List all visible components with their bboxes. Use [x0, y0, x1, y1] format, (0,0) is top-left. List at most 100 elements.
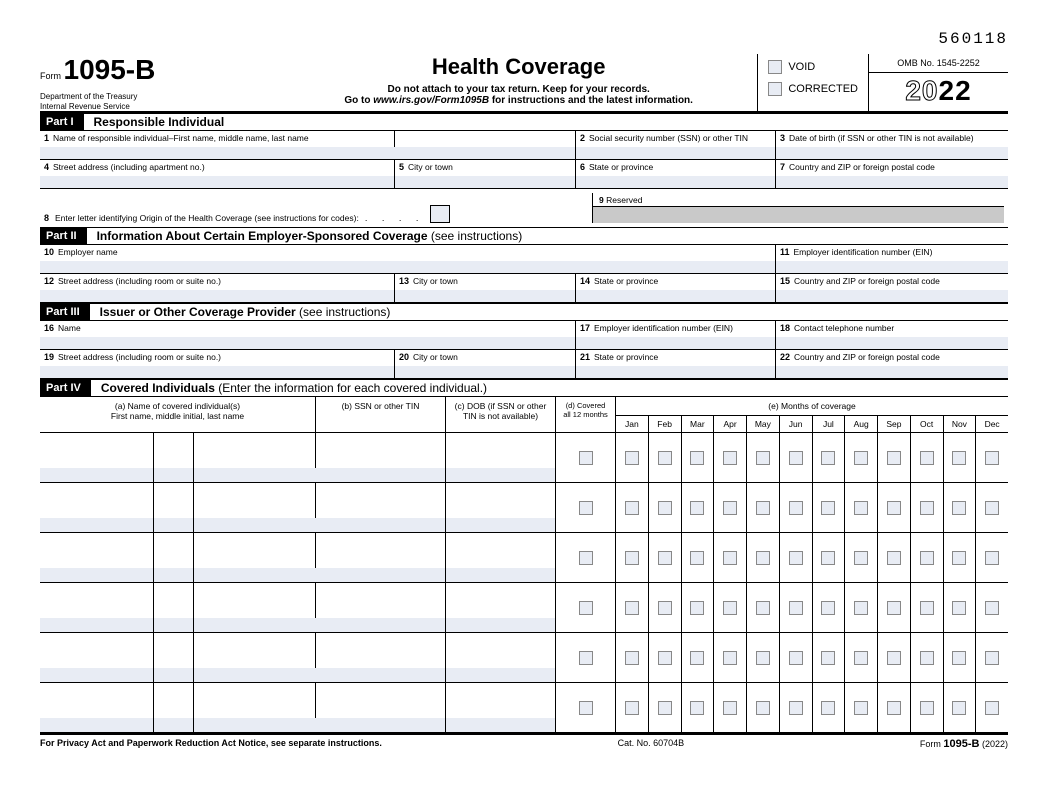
month-checkbox[interactable] [756, 501, 770, 515]
month-checkbox[interactable] [723, 501, 737, 515]
month-checkbox[interactable] [658, 501, 672, 515]
month-checkbox[interactable] [854, 451, 868, 465]
field-20[interactable]: 20City or town [395, 350, 576, 378]
name-subcell[interactable] [194, 633, 316, 682]
month-checkbox[interactable] [985, 501, 999, 515]
month-checkbox[interactable] [723, 601, 737, 615]
month-checkbox[interactable] [658, 701, 672, 715]
name-subcell[interactable] [64, 433, 154, 482]
month-checkbox[interactable] [887, 651, 901, 665]
month-checkbox[interactable] [658, 451, 672, 465]
month-checkbox[interactable] [985, 701, 999, 715]
ssn-cell[interactable] [316, 633, 446, 682]
name-subcell[interactable] [154, 583, 194, 632]
month-checkbox[interactable] [625, 551, 639, 565]
month-checkbox[interactable] [756, 551, 770, 565]
corrected-checkbox[interactable] [768, 82, 782, 96]
name-subcell[interactable] [64, 483, 154, 532]
field-22[interactable]: 22Country and ZIP or foreign postal code [776, 350, 1008, 378]
month-checkbox[interactable] [920, 701, 934, 715]
month-checkbox[interactable] [952, 651, 966, 665]
dob-cell[interactable] [446, 533, 556, 582]
month-checkbox[interactable] [690, 651, 704, 665]
field-8-input[interactable] [430, 205, 450, 223]
month-checkbox[interactable] [920, 501, 934, 515]
month-checkbox[interactable] [854, 551, 868, 565]
month-checkbox[interactable] [789, 501, 803, 515]
field-16[interactable]: 16Name [40, 321, 576, 349]
month-checkbox[interactable] [789, 451, 803, 465]
field-13[interactable]: 13City or town [395, 274, 576, 302]
field-2[interactable]: 2Social security number (SSN) or other T… [576, 131, 776, 159]
field-19[interactable]: 19Street address (including room or suit… [40, 350, 395, 378]
name-subcell[interactable] [194, 483, 316, 532]
name-subcell[interactable] [64, 683, 154, 732]
field-14[interactable]: 14State or province [576, 274, 776, 302]
month-checkbox[interactable] [887, 701, 901, 715]
field-11[interactable]: 11Employer identification number (EIN) [776, 245, 1008, 273]
field-3[interactable]: 3Date of birth (if SSN or other TIN is n… [776, 131, 1008, 159]
ssn-cell[interactable] [316, 533, 446, 582]
month-checkbox[interactable] [658, 651, 672, 665]
ssn-cell[interactable] [316, 583, 446, 632]
ssn-cell[interactable] [316, 483, 446, 532]
name-subcell[interactable] [194, 583, 316, 632]
month-checkbox[interactable] [985, 601, 999, 615]
month-checkbox[interactable] [985, 551, 999, 565]
field-17[interactable]: 17Employer identification number (EIN) [576, 321, 776, 349]
all12-checkbox[interactable] [579, 551, 593, 565]
all12-checkbox[interactable] [579, 651, 593, 665]
month-checkbox[interactable] [821, 601, 835, 615]
month-checkbox[interactable] [723, 701, 737, 715]
month-checkbox[interactable] [789, 551, 803, 565]
month-checkbox[interactable] [920, 601, 934, 615]
field-21[interactable]: 21State or province [576, 350, 776, 378]
month-checkbox[interactable] [625, 601, 639, 615]
month-checkbox[interactable] [658, 601, 672, 615]
month-checkbox[interactable] [985, 651, 999, 665]
field-10[interactable]: 10Employer name [40, 245, 776, 273]
ssn-cell[interactable] [316, 433, 446, 482]
month-checkbox[interactable] [789, 601, 803, 615]
month-checkbox[interactable] [952, 701, 966, 715]
month-checkbox[interactable] [821, 451, 835, 465]
name-subcell[interactable] [154, 433, 194, 482]
dob-cell[interactable] [446, 433, 556, 482]
name-subcell[interactable] [154, 633, 194, 682]
month-checkbox[interactable] [887, 601, 901, 615]
month-checkbox[interactable] [920, 451, 934, 465]
name-subcell[interactable] [154, 533, 194, 582]
field-12[interactable]: 12Street address (including room or suit… [40, 274, 395, 302]
void-checkbox[interactable] [768, 60, 782, 74]
month-checkbox[interactable] [723, 451, 737, 465]
month-checkbox[interactable] [723, 551, 737, 565]
month-checkbox[interactable] [854, 601, 868, 615]
month-checkbox[interactable] [985, 451, 999, 465]
month-checkbox[interactable] [723, 651, 737, 665]
ssn-cell[interactable] [316, 683, 446, 732]
month-checkbox[interactable] [854, 701, 868, 715]
month-checkbox[interactable] [789, 651, 803, 665]
month-checkbox[interactable] [625, 651, 639, 665]
month-checkbox[interactable] [854, 651, 868, 665]
field-1[interactable]: 1Name of responsible individual–First na… [40, 131, 576, 159]
month-checkbox[interactable] [920, 551, 934, 565]
month-checkbox[interactable] [789, 701, 803, 715]
dob-cell[interactable] [446, 683, 556, 732]
name-subcell[interactable] [64, 533, 154, 582]
month-checkbox[interactable] [625, 501, 639, 515]
name-subcell[interactable] [194, 683, 316, 732]
month-checkbox[interactable] [821, 701, 835, 715]
month-checkbox[interactable] [952, 501, 966, 515]
month-checkbox[interactable] [952, 451, 966, 465]
month-checkbox[interactable] [756, 601, 770, 615]
month-checkbox[interactable] [690, 551, 704, 565]
all12-checkbox[interactable] [579, 451, 593, 465]
month-checkbox[interactable] [821, 501, 835, 515]
field-15[interactable]: 15Country and ZIP or foreign postal code [776, 274, 1008, 302]
month-checkbox[interactable] [690, 451, 704, 465]
month-checkbox[interactable] [952, 551, 966, 565]
month-checkbox[interactable] [625, 701, 639, 715]
all12-checkbox[interactable] [579, 701, 593, 715]
month-checkbox[interactable] [625, 451, 639, 465]
